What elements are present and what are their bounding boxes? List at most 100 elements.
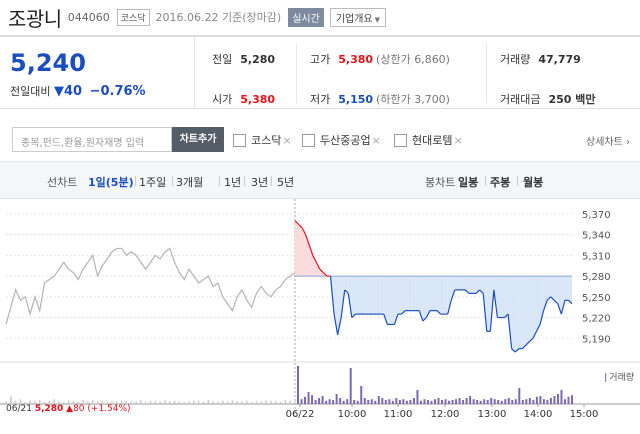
x-tick-label: 06/22: [286, 409, 315, 420]
trade-amount: 거래대금 250 백만: [500, 91, 596, 107]
add-chart-button[interactable]: 차트추가: [172, 127, 224, 152]
price-line-segment: [344, 289, 349, 294]
realtime-button[interactable]: 실시간: [288, 7, 324, 27]
area-fill: [366, 276, 370, 315]
low-price: 저가 5,150 (하한가 3,700): [310, 91, 450, 107]
price-line-segment: [393, 313, 399, 325]
area-fill: [444, 276, 448, 315]
period-1week[interactable]: 1주일: [139, 176, 167, 189]
company-overview-dropdown[interactable]: 기업개요 ▼: [329, 7, 387, 27]
area-fill: [561, 276, 565, 315]
checkbox[interactable]: [233, 133, 246, 147]
area-fill: [500, 276, 505, 318]
divider: [135, 176, 136, 186]
period-5years[interactable]: 5년: [277, 176, 295, 189]
price-line-segment: [312, 255, 317, 263]
price-chart: 5,370 5,340 5,310 5,280 5,250 5,220 5,190 06/22…: [0, 199, 640, 434]
area-fill: [415, 276, 420, 311]
divider: [219, 176, 220, 186]
price-line-segment: [333, 313, 339, 335]
area-fill: [401, 276, 406, 315]
area-fill: [305, 234, 310, 277]
area-fill: [422, 276, 427, 321]
area-fill: [380, 276, 384, 315]
price-line-segment: [329, 276, 335, 315]
area-fill: [408, 276, 413, 311]
area-fill: [564, 276, 569, 301]
open-value: 5,380: [240, 93, 276, 106]
divider: [517, 176, 518, 186]
area-fill: [497, 276, 501, 318]
open-label: 시가: [212, 93, 233, 106]
checkbox[interactable]: [302, 133, 315, 147]
chevron-down-icon: ▼: [374, 15, 381, 24]
price-line-segment: [560, 300, 566, 315]
period-3years[interactable]: 3년: [251, 176, 269, 189]
area-fill: [465, 276, 470, 294]
divider: [172, 176, 173, 186]
area-fill: [394, 276, 398, 325]
divider: [296, 43, 297, 103]
volume-label: 거래량: [500, 53, 531, 66]
y-tick-label: 5,280: [582, 272, 611, 283]
x-tick-label: 13:00: [478, 409, 507, 420]
area-fill: [433, 276, 438, 311]
compare-search-input[interactable]: 종목,펀드,환율,원자재명 입력: [12, 127, 172, 152]
area-fill: [355, 276, 359, 315]
lower-limit: (하한가 3,700): [376, 93, 450, 106]
close-icon[interactable]: ×: [453, 133, 463, 147]
price-line-segment: [479, 289, 484, 294]
price-line-segment: [351, 313, 356, 318]
area-fill: [405, 276, 409, 311]
trade-volume: 거래량 47,779: [500, 51, 581, 67]
candle-weekly[interactable]: 주봉: [490, 176, 511, 189]
change-value: 40: [63, 84, 83, 99]
change-percent: −0.76%: [89, 84, 146, 99]
price-line-segment: [543, 300, 548, 311]
price-line-segment: [308, 244, 314, 256]
compare-item[interactable]: 현대로템 ×: [394, 132, 463, 148]
price-line-segment: [504, 313, 509, 318]
period-1year[interactable]: 1년: [224, 176, 242, 189]
area-fill: [518, 276, 523, 349]
area-fill: [554, 276, 558, 304]
area-fill: [547, 276, 551, 301]
area-fill: [458, 276, 462, 290]
x-tick-label: 10:00: [338, 409, 367, 420]
detail-chart-link[interactable]: 상세차트 ›: [586, 137, 630, 148]
area-fill: [447, 276, 452, 315]
price-line-segment: [322, 272, 328, 277]
volume-legend-icon: |: [604, 373, 608, 383]
compare-item[interactable]: 코스닥 ×: [233, 132, 292, 148]
area-fill: [476, 276, 480, 294]
period-3months[interactable]: 3개월: [176, 176, 204, 189]
price-line-segment: [447, 300, 452, 315]
change-label: 전일대비: [10, 85, 51, 98]
compare-item[interactable]: 두산중공업 ×: [302, 132, 381, 148]
area-fill: [319, 269, 324, 277]
period-1day[interactable]: 1일(5분): [88, 176, 134, 189]
area-fill: [536, 276, 541, 332]
open-price: 시가 5,380: [212, 91, 275, 107]
area-fill: [454, 276, 459, 290]
candle-monthly[interactable]: 월봉: [523, 176, 544, 189]
x-tick-label: 12:00: [431, 409, 460, 420]
x-tick-label: 15:00: [570, 409, 599, 420]
close-icon[interactable]: ×: [282, 133, 292, 147]
price-line-segment: [450, 289, 456, 301]
prev-day-pct: (+1.54%): [87, 404, 131, 414]
price-change: 전일대비 ▼40 −0.76%: [10, 83, 146, 99]
area-fill: [316, 262, 320, 277]
price-line-segment: [383, 313, 388, 325]
high-value: 5,380: [338, 53, 374, 66]
prev-close: 전일 5,280: [212, 51, 275, 67]
price-line-segment: [568, 299, 573, 305]
price-line-segment: [535, 324, 541, 332]
close-icon[interactable]: ×: [371, 133, 381, 147]
checkbox[interactable]: [394, 133, 407, 147]
compare-item-label: 현대로템: [412, 134, 453, 147]
price-line-segment: [340, 289, 346, 318]
candle-daily[interactable]: 일봉: [458, 176, 479, 189]
price-line-segment: [514, 348, 520, 353]
price-line-segment: [511, 348, 516, 353]
